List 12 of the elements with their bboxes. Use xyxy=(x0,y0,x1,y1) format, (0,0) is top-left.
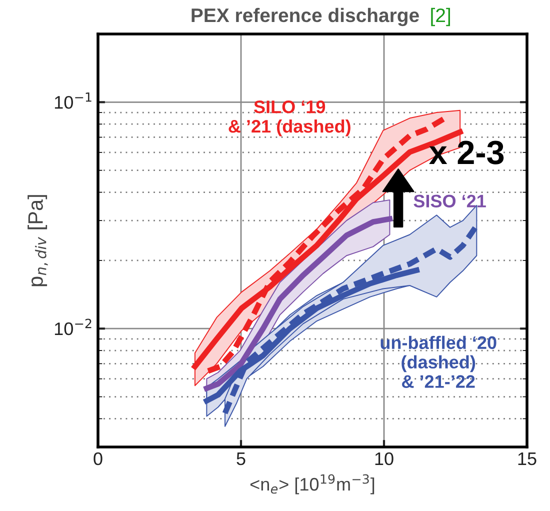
x-tick-label: 15 xyxy=(518,452,536,466)
chart-title: PEX reference discharge xyxy=(192,8,419,26)
y-tick-label: 10$^{−2}$ xyxy=(54,318,92,336)
y-tick-label: 10$^{−1}$ xyxy=(54,92,92,109)
x-tick-label: 5 xyxy=(236,452,246,466)
x-axis-title: <n$_{e}$> [10$^{19}$m$^{−3}$] xyxy=(250,474,374,494)
text: SILO ‘19 & ’21 (dashed) xyxy=(228,100,350,136)
x-tick-label: 0 xyxy=(94,452,102,466)
y-axis-title: p$_{n,div}$ [Pa] xyxy=(28,195,48,286)
text: [2] xyxy=(431,8,450,26)
x-tick-label: 10 xyxy=(375,452,394,466)
series-label: SISO ‘21 xyxy=(414,194,486,208)
